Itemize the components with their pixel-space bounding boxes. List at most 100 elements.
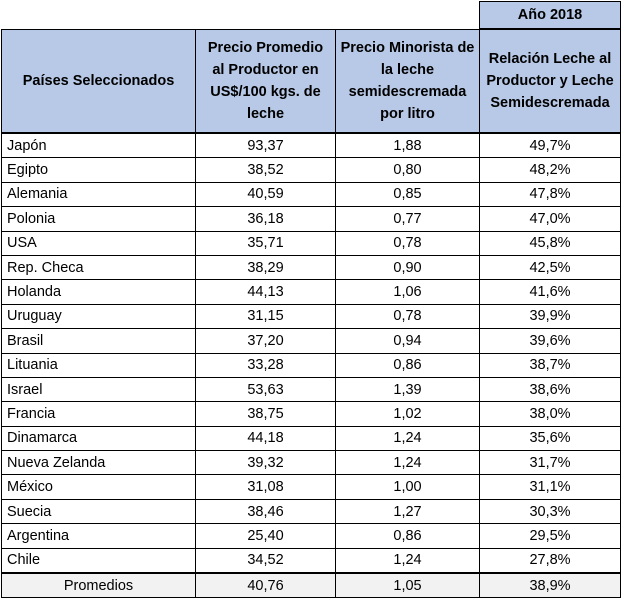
cell-producer-price: 35,71	[195, 230, 336, 256]
empty-cell	[1, 1, 196, 30]
cell-retail-price: 1,24	[335, 450, 480, 476]
cell-country: Suecia	[1, 498, 196, 525]
cell-retail-price: 0,77	[335, 206, 480, 232]
cell-producer-price: 39,32	[195, 450, 336, 476]
cell-country: Chile	[1, 547, 196, 574]
header-ratio: Relación Leche al Productor y Leche Semi…	[479, 28, 621, 134]
table-row: Polonia 36,18 0,77 47,0%	[1, 206, 621, 232]
cell-retail-price: 0,78	[335, 303, 480, 330]
cell-ratio: 39,9%	[479, 303, 621, 330]
cell-ratio: 41,6%	[479, 279, 621, 305]
cell-country: Dinamarca	[1, 425, 196, 452]
cell-country: Alemania	[1, 181, 196, 208]
cell-ratio: 27,8%	[479, 547, 621, 574]
table-row: Alemania 40,59 0,85 47,8%	[1, 181, 621, 208]
cell-country: Brasil	[1, 328, 196, 354]
cell-ratio: 38,0%	[479, 401, 621, 427]
header-country: Países Seleccionados	[1, 28, 196, 134]
column-header-row: Países Seleccionados Precio Promedio al …	[1, 28, 621, 134]
year-label: Año 2018	[479, 1, 621, 30]
cell-retail-price: 0,78	[335, 230, 480, 256]
cell-producer-price: 38,46	[195, 498, 336, 525]
cell-ratio: 35,6%	[479, 425, 621, 452]
table-row: Nueva Zelanda 39,32 1,24 31,7%	[1, 450, 621, 476]
cell-ratio: 39,6%	[479, 328, 621, 354]
cell-retail-price: 1,00	[335, 474, 480, 500]
cell-ratio: 29,5%	[479, 523, 621, 549]
cell-ratio: 49,7%	[479, 132, 621, 159]
cell-producer-price: 34,52	[195, 547, 336, 574]
cell-country: Argentina	[1, 523, 196, 549]
cell-ratio: 31,7%	[479, 450, 621, 476]
cell-producer-price: 33,28	[195, 352, 336, 378]
cell-retail-price: 1,24	[335, 425, 480, 452]
table-row: Suecia 38,46 1,27 30,3%	[1, 498, 621, 525]
table-row: Holanda 44,13 1,06 41,6%	[1, 279, 621, 305]
cell-retail-price: 1,88	[335, 132, 480, 159]
cell-producer-price: 44,13	[195, 279, 336, 305]
cell-retail-price: 0,85	[335, 181, 480, 208]
cell-country: Nueva Zelanda	[1, 450, 196, 476]
table-row: México 31,08 1,00 31,1%	[1, 474, 621, 500]
cell-ratio: 38,7%	[479, 352, 621, 378]
average-retail-price: 1,05	[335, 572, 480, 599]
cell-producer-price: 31,08	[195, 474, 336, 500]
cell-retail-price: 1,39	[335, 376, 480, 403]
table-row: Lituania 33,28 0,86 38,7%	[1, 352, 621, 378]
cell-ratio: 47,8%	[479, 181, 621, 208]
averages-row: Promedios 40,76 1,05 38,9%	[1, 572, 621, 599]
cell-ratio: 47,0%	[479, 206, 621, 232]
cell-producer-price: 44,18	[195, 425, 336, 452]
year-header-row: Año 2018	[1, 1, 621, 30]
cell-country: USA	[1, 230, 196, 256]
cell-retail-price: 0,86	[335, 523, 480, 549]
header-retail-price: Precio Minorista de la leche semidescrem…	[335, 28, 480, 134]
table-row: Uruguay 31,15 0,78 39,9%	[1, 303, 621, 330]
cell-ratio: 48,2%	[479, 157, 621, 183]
cell-country: Israel	[1, 376, 196, 403]
cell-retail-price: 0,90	[335, 254, 480, 281]
cell-producer-price: 38,29	[195, 254, 336, 281]
cell-country: Uruguay	[1, 303, 196, 330]
table-row: Chile 34,52 1,24 27,8%	[1, 547, 621, 574]
cell-country: Polonia	[1, 206, 196, 232]
cell-country: México	[1, 474, 196, 500]
cell-retail-price: 1,06	[335, 279, 480, 305]
cell-ratio: 42,5%	[479, 254, 621, 281]
table-row: Argentina 25,40 0,86 29,5%	[1, 523, 621, 549]
average-ratio: 38,9%	[479, 572, 621, 599]
cell-country: Francia	[1, 401, 196, 427]
table-row: Israel 53,63 1,39 38,6%	[1, 376, 621, 403]
cell-producer-price: 40,59	[195, 181, 336, 208]
table-row: Egipto 38,52 0,80 48,2%	[1, 157, 621, 183]
cell-ratio: 30,3%	[479, 498, 621, 525]
table-row: Dinamarca 44,18 1,24 35,6%	[1, 425, 621, 452]
cell-country: Holanda	[1, 279, 196, 305]
cell-country: Lituania	[1, 352, 196, 378]
table-body: Japón 93,37 1,88 49,7% Egipto 38,52 0,80…	[1, 132, 621, 574]
table-row: Brasil 37,20 0,94 39,6%	[1, 328, 621, 354]
cell-producer-price: 25,40	[195, 523, 336, 549]
cell-country: Egipto	[1, 157, 196, 183]
cell-producer-price: 31,15	[195, 303, 336, 330]
average-producer-price: 40,76	[195, 572, 336, 599]
cell-retail-price: 0,94	[335, 328, 480, 354]
cell-producer-price: 93,37	[195, 132, 336, 159]
table-row: Rep. Checa 38,29 0,90 42,5%	[1, 254, 621, 281]
cell-producer-price: 38,52	[195, 157, 336, 183]
averages-label: Promedios	[1, 572, 196, 599]
cell-ratio: 38,6%	[479, 376, 621, 403]
cell-ratio: 45,8%	[479, 230, 621, 256]
cell-retail-price: 1,27	[335, 498, 480, 525]
cell-country: Rep. Checa	[1, 254, 196, 281]
cell-producer-price: 37,20	[195, 328, 336, 354]
table-row: USA 35,71 0,78 45,8%	[1, 230, 621, 256]
cell-retail-price: 0,80	[335, 157, 480, 183]
cell-retail-price: 0,86	[335, 352, 480, 378]
cell-producer-price: 36,18	[195, 206, 336, 232]
cell-country: Japón	[1, 132, 196, 159]
cell-ratio: 31,1%	[479, 474, 621, 500]
table-row: Japón 93,37 1,88 49,7%	[1, 132, 621, 159]
